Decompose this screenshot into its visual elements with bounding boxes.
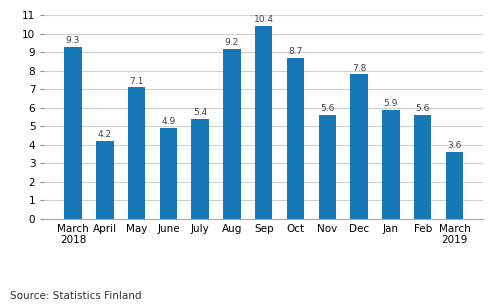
Bar bbox=[414, 115, 431, 219]
Bar bbox=[382, 110, 400, 219]
Text: 7.8: 7.8 bbox=[352, 64, 366, 73]
Text: 9.3: 9.3 bbox=[66, 36, 80, 45]
Text: 9.2: 9.2 bbox=[225, 38, 239, 47]
Text: 8.7: 8.7 bbox=[288, 47, 303, 56]
Text: 5.6: 5.6 bbox=[416, 104, 430, 113]
Text: 5.4: 5.4 bbox=[193, 108, 208, 117]
Text: 4.2: 4.2 bbox=[98, 130, 112, 139]
Bar bbox=[96, 141, 113, 219]
Text: 5.6: 5.6 bbox=[320, 104, 335, 113]
Bar bbox=[446, 152, 463, 219]
Text: 4.9: 4.9 bbox=[161, 117, 176, 126]
Bar bbox=[255, 26, 273, 219]
Bar bbox=[287, 58, 304, 219]
Bar bbox=[64, 47, 82, 219]
Text: 3.6: 3.6 bbox=[447, 141, 461, 150]
Text: Source: Statistics Finland: Source: Statistics Finland bbox=[10, 291, 141, 301]
Bar bbox=[351, 74, 368, 219]
Text: 10.4: 10.4 bbox=[254, 16, 274, 24]
Bar bbox=[318, 115, 336, 219]
Text: 5.9: 5.9 bbox=[384, 99, 398, 108]
Text: 7.1: 7.1 bbox=[130, 77, 144, 85]
Bar bbox=[128, 88, 145, 219]
Bar bbox=[191, 119, 209, 219]
Bar bbox=[223, 49, 241, 219]
Bar bbox=[160, 128, 177, 219]
